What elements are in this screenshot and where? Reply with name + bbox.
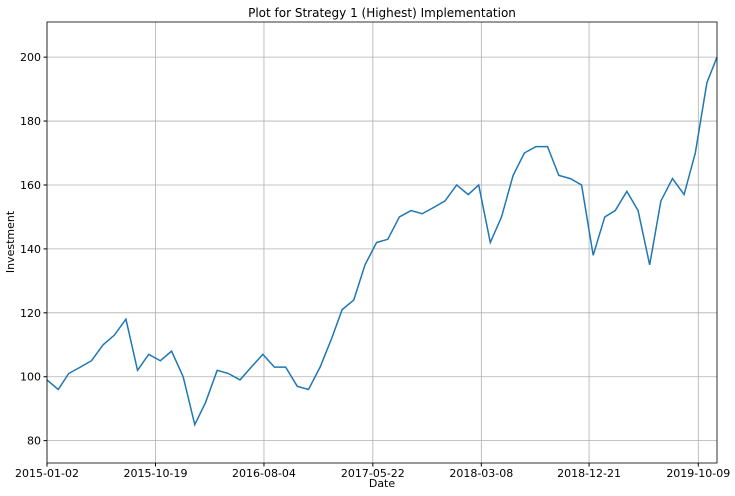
x-tick-label: 2018-03-08 xyxy=(449,467,513,480)
x-tick-label: 2016-08-04 xyxy=(232,467,296,480)
y-tick-label: 120 xyxy=(20,307,41,320)
x-tick-label: 2017-05-22 xyxy=(341,467,405,480)
chart-title: Plot for Strategy 1 (Highest) Implementa… xyxy=(248,6,516,20)
y-tick-label: 140 xyxy=(20,243,41,256)
x-axis-label: Date xyxy=(369,477,396,490)
y-tick-label: 200 xyxy=(20,51,41,64)
x-tick-label: 2019-10-09 xyxy=(666,467,730,480)
x-tick-label: 2015-10-19 xyxy=(124,467,188,480)
x-tick-label: 2015-01-02 xyxy=(15,467,79,480)
y-tick-label: 160 xyxy=(20,179,41,192)
plot xyxy=(46,56,718,427)
x-tick-label: 2018-12-21 xyxy=(557,467,621,480)
grid: 80 100 120 140 160 180 200 2015-01-02 2015-10-19… xyxy=(15,22,730,480)
y-tick-label: 180 xyxy=(20,115,41,128)
series-line xyxy=(46,56,718,427)
y-tick-label: 80 xyxy=(27,435,41,448)
axes-frame xyxy=(46,21,718,464)
y-axis-label: Investment xyxy=(4,210,17,273)
y-tick-label: 100 xyxy=(20,371,41,384)
